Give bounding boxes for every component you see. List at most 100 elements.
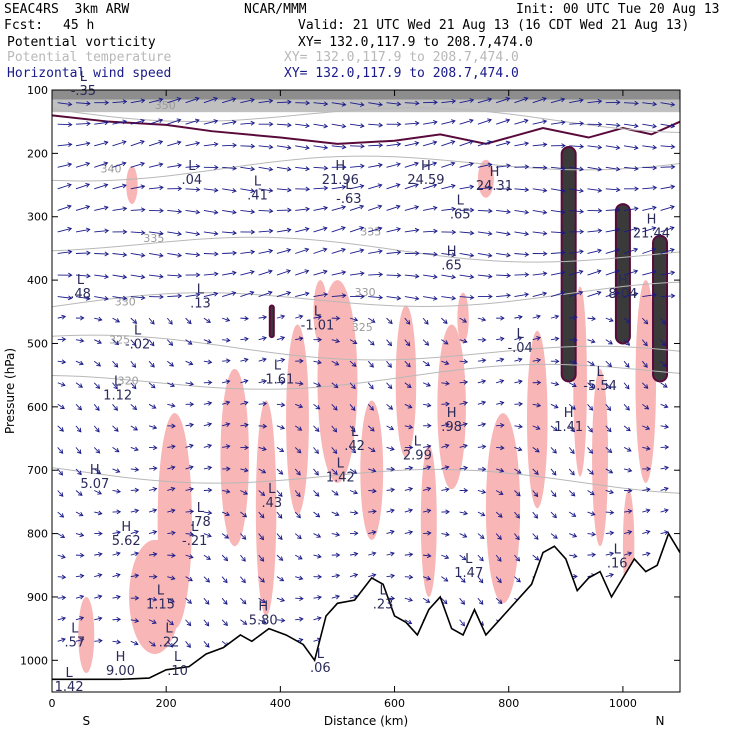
wind-vector-108 (167, 163, 182, 168)
wind-vector-head (670, 164, 676, 170)
wind-vector-head (225, 400, 231, 406)
wind-vector-head (134, 446, 139, 452)
wind-vector-shaft (313, 145, 328, 149)
wind-vector-head (287, 207, 292, 213)
wind-vector-192 (459, 207, 475, 213)
wind-vector-shaft (660, 145, 675, 148)
wind-vector-491 (331, 404, 338, 411)
wind-vector-head (634, 100, 639, 106)
wind-vector-94 (532, 142, 548, 148)
wind-vector-shaft (185, 97, 199, 104)
wind-vector-head (262, 423, 268, 429)
wind-vector-456 (313, 382, 322, 387)
wind-vector-264 (532, 251, 548, 257)
wind-vector-head (542, 165, 548, 171)
wind-vector-head (444, 465, 450, 471)
wind-vector-head (323, 292, 329, 298)
y-tick-label-7: 800 (27, 528, 48, 541)
wind-vector-shaft (276, 315, 285, 319)
wind-vector-shaft (313, 248, 327, 254)
wind-vector-head (335, 338, 341, 344)
wind-vector-head (481, 379, 487, 384)
wind-vector-head (134, 573, 140, 579)
wind-vector-443 (75, 382, 83, 388)
wind-vector-head (369, 363, 374, 368)
wind-vector-60 (532, 119, 548, 125)
wind-vector-438 (605, 360, 612, 368)
wind-vector-head (396, 162, 401, 167)
wind-vector-545 (75, 447, 82, 455)
wind-vector-354 (313, 314, 322, 320)
wind-vector-533 (477, 422, 487, 428)
wind-vector-shaft (167, 619, 174, 626)
wind-vector-shaft (532, 468, 539, 475)
wind-vector-shaft (222, 166, 237, 169)
pv-extremum-value: .65 (441, 258, 462, 273)
wind-vector-head (58, 449, 64, 454)
wind-vector-head (652, 144, 658, 150)
wind-vector-588 (240, 467, 249, 473)
wind-vector-head (333, 383, 339, 389)
pv-extremum-value: 1.42 (55, 680, 84, 695)
wind-vector-shaft (185, 339, 193, 345)
wind-vector-shaft (221, 533, 229, 539)
wind-vector-shaft (568, 403, 576, 410)
wind-vector-shaft (148, 382, 156, 389)
wind-vector-648 (94, 510, 103, 516)
wind-vector-637 (514, 490, 521, 497)
wind-vector-78 (240, 143, 256, 149)
wind-vector-head (573, 315, 578, 320)
wind-vector-625 (294, 490, 301, 498)
wind-vector-head (351, 448, 357, 454)
wind-vector-head (369, 340, 375, 346)
wind-vector-465 (477, 379, 487, 384)
wind-vector-409 (75, 360, 84, 366)
wind-vector-head (225, 511, 230, 517)
wind-vector-540 (605, 425, 612, 433)
wind-vector-464 (459, 379, 469, 385)
wind-vector-shaft (569, 291, 583, 298)
wind-vector-head (213, 291, 219, 297)
wind-vector-head (597, 166, 603, 172)
wind-vector-612 (57, 490, 64, 497)
wind-vector-head (370, 447, 376, 452)
wind-vector-187 (368, 204, 383, 211)
wind-vector-856 (166, 641, 174, 648)
wind-vector-shaft (295, 382, 303, 385)
wind-vector-35 (75, 121, 91, 127)
wind-vector-shaft (94, 617, 102, 621)
wind-vector-head (322, 247, 328, 253)
wind-vector-head (115, 318, 121, 323)
pv-extremum-14: L1.12 (103, 374, 132, 403)
wind-vector-head (480, 511, 486, 517)
wind-vector-head (609, 509, 615, 515)
wind-vector-611 (660, 465, 669, 471)
pv-extremum-11: L-.02 (125, 324, 150, 353)
pv-extremum-value: .43 (261, 496, 282, 511)
wind-vector-shaft (386, 425, 394, 430)
wind-vector-472 (605, 382, 612, 390)
wind-vector-36 (94, 120, 109, 126)
wind-vector-shaft (642, 403, 649, 410)
wind-vector-head (396, 227, 402, 232)
wind-vector-head (189, 443, 194, 449)
wind-vector-shaft (57, 468, 63, 476)
wind-vector-shaft (203, 619, 210, 627)
wind-vector-shaft (94, 296, 109, 300)
wind-vector-shaft (313, 270, 328, 276)
wind-vector-shaft (258, 446, 267, 451)
wind-vector-head (96, 362, 102, 367)
wind-vector-368 (569, 315, 578, 320)
wind-vector-118 (349, 163, 365, 169)
wind-vector-head (462, 533, 468, 538)
wind-vector-shaft (441, 274, 456, 278)
wind-vector-42 (203, 119, 219, 125)
wind-vector-shaft (331, 271, 346, 276)
wind-vector-shaft (203, 231, 218, 235)
wind-vector-116 (313, 165, 329, 171)
wind-vector-head (500, 422, 505, 428)
wind-vector-shaft (660, 360, 667, 367)
wind-vector-head (104, 251, 110, 257)
wind-vector-head (596, 269, 602, 274)
wind-vector-shaft (295, 166, 310, 170)
